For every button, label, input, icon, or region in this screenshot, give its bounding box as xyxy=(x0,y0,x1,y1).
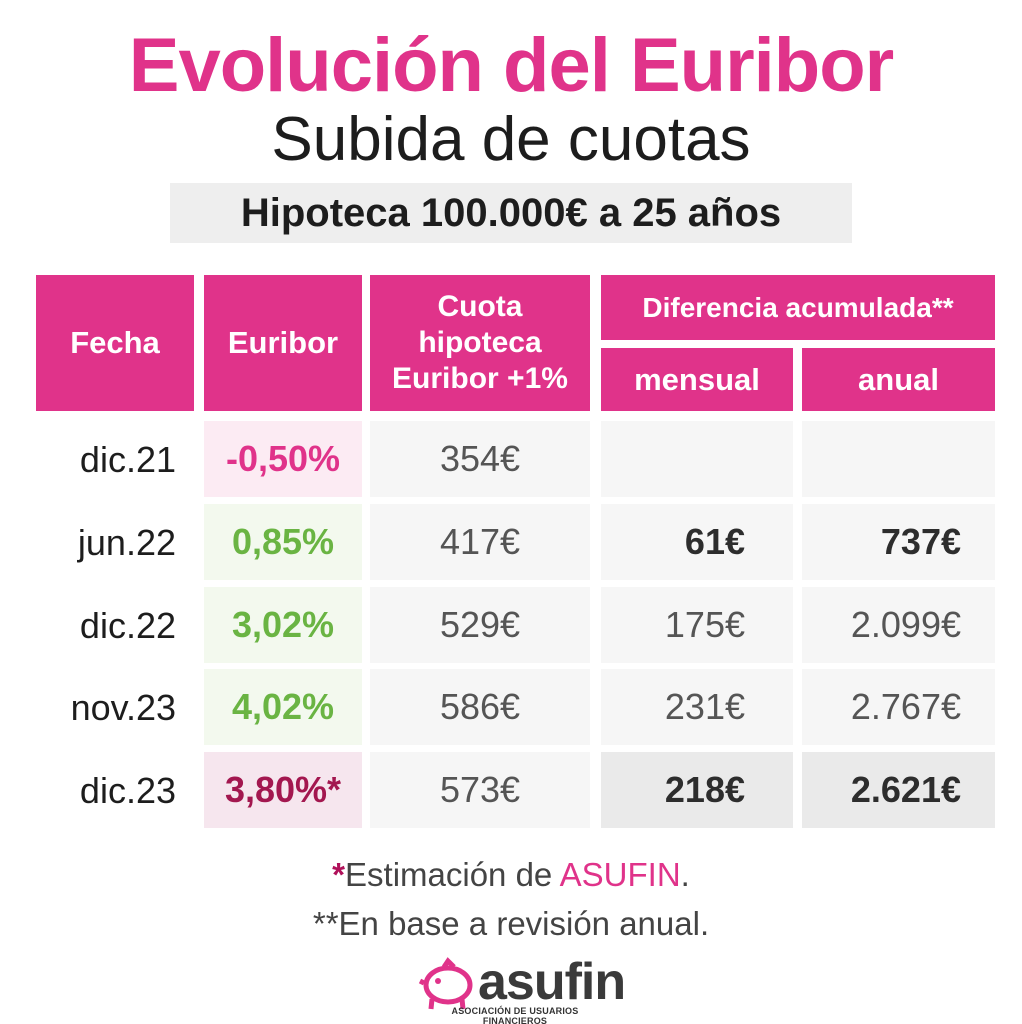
header-cuota-line-2: hipoteca xyxy=(418,326,542,359)
row-cuota: 573€ xyxy=(370,752,590,828)
row-fecha: nov.23 xyxy=(70,687,176,728)
header-cuota-line-1: Cuota xyxy=(437,290,523,323)
row-anual: 2.621€ xyxy=(802,752,995,828)
row-fecha: dic.21 xyxy=(79,439,176,480)
logo-tagline: ASOCIACIÓN DE USUARIOS FINANCIEROS xyxy=(451,1006,579,1024)
row-euribor: -0,50% xyxy=(204,421,362,497)
header-diferencia: Diferencia acumulada** xyxy=(601,275,995,340)
row-cuota: 529€ xyxy=(370,587,590,663)
header-mensual: mensual xyxy=(601,348,793,411)
header-cuota: Cuota hipoteca Euribor +1% xyxy=(370,275,590,411)
row-mensual xyxy=(601,421,793,497)
row-cuota: 354€ xyxy=(370,421,590,497)
row-fecha: dic.22 xyxy=(79,605,176,646)
row-euribor: 3,02% xyxy=(204,587,362,663)
row-mensual: 218€ xyxy=(601,752,793,828)
row-anual: 2.767€ xyxy=(802,669,995,745)
row-cuota: 586€ xyxy=(370,669,590,745)
header-euribor: Euribor xyxy=(204,275,362,411)
row-euribor: 0,85% xyxy=(204,504,362,580)
row-euribor: 4,02% xyxy=(204,669,362,745)
logo-wordmark: asufin xyxy=(478,953,626,1011)
footnote-brand: ASUFIN xyxy=(559,856,681,893)
page-subtitle: Subida de cuotas xyxy=(271,105,751,174)
row-mensual: 231€ xyxy=(601,669,793,745)
row-anual: 737€ xyxy=(802,504,995,580)
footnote-revision: **En base a revisión anual. xyxy=(312,905,710,942)
row-euribor: 3,80%* xyxy=(204,752,362,828)
header-fecha: Fecha xyxy=(36,275,194,411)
row-mensual: 61€ xyxy=(601,504,793,580)
header-cuota-line-3: Euribor +1% xyxy=(392,362,568,395)
header-anual: anual xyxy=(802,348,995,411)
row-mensual: 175€ xyxy=(601,587,793,663)
footnote-star: * xyxy=(332,856,346,893)
row-cuota: 417€ xyxy=(370,504,590,580)
row-fecha: jun.22 xyxy=(77,522,176,563)
footnote-estimate: *Estimación de ASUFIN. xyxy=(0,856,1022,894)
scenario-label: Hipoteca 100.000€ a 25 años xyxy=(170,183,852,243)
row-anual xyxy=(802,421,995,497)
footnote-text: Estimación de xyxy=(345,856,560,893)
row-anual: 2.099€ xyxy=(802,587,995,663)
row-fecha: dic.23 xyxy=(79,770,176,811)
piggy-bank-icon xyxy=(418,957,473,1010)
page-title: Evolución del Euribor xyxy=(128,23,894,108)
footnote-end: . xyxy=(680,856,690,893)
